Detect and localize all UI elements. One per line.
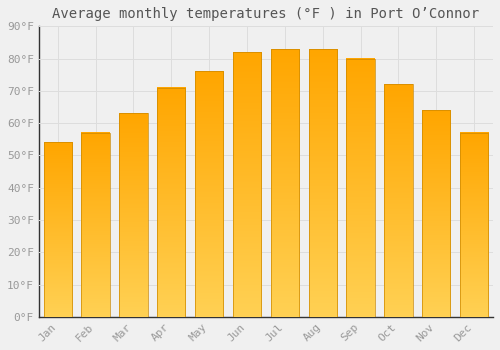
- Bar: [308, 49, 337, 317]
- Bar: [384, 84, 412, 317]
- Bar: [44, 142, 72, 317]
- Bar: [119, 113, 148, 317]
- Bar: [270, 49, 299, 317]
- Bar: [82, 133, 110, 317]
- Bar: [460, 133, 488, 317]
- Bar: [195, 71, 224, 317]
- Bar: [422, 110, 450, 317]
- Bar: [157, 88, 186, 317]
- Bar: [233, 52, 261, 317]
- Title: Average monthly temperatures (°F ) in Port O’Connor: Average monthly temperatures (°F ) in Po…: [52, 7, 480, 21]
- Bar: [346, 58, 375, 317]
